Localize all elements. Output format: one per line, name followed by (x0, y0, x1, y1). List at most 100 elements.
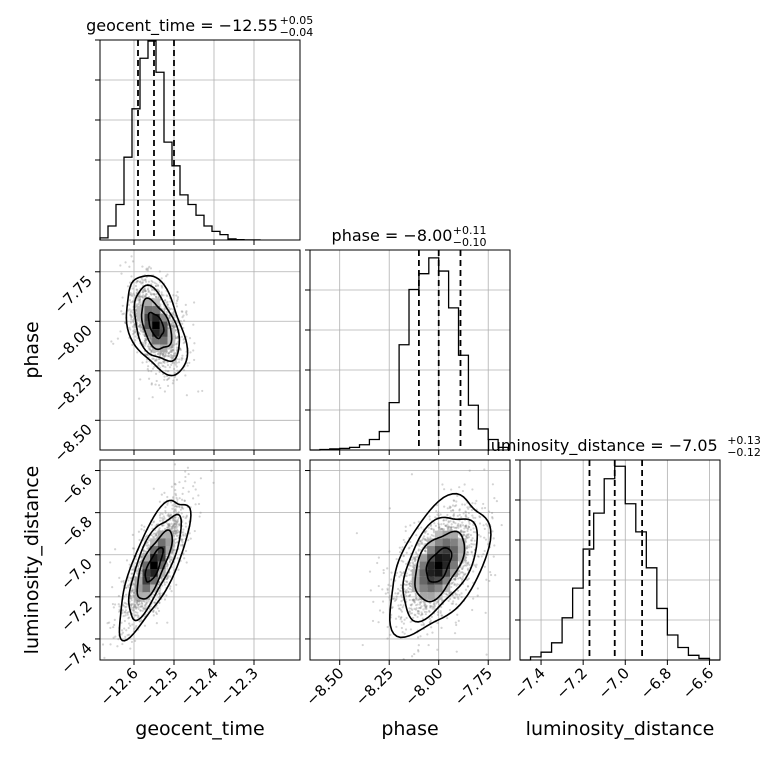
sample-point (467, 561, 470, 564)
sample-point (396, 592, 399, 595)
sample-point (159, 588, 162, 591)
sample-point (149, 348, 152, 351)
sample-point (189, 537, 192, 540)
sample-point (433, 601, 436, 605)
sample-point (416, 615, 419, 619)
x-tick-label: −12.6 (97, 664, 142, 709)
sample-point (440, 614, 443, 617)
sample-point (143, 339, 146, 343)
sample-point (177, 530, 181, 533)
sample-point (137, 567, 140, 570)
sample-point (460, 530, 464, 533)
sample-point (142, 606, 146, 609)
sample-point (139, 561, 142, 564)
sample-point (165, 555, 168, 558)
sample-point (129, 328, 132, 331)
contour-line (144, 547, 165, 583)
sample-point (489, 573, 493, 577)
sample-point (137, 562, 141, 565)
sample-point (103, 656, 106, 659)
sample-point (466, 567, 470, 570)
sample-point (163, 309, 166, 312)
sample-point (143, 600, 146, 603)
sample-point (466, 551, 470, 554)
sample-point (399, 584, 403, 587)
sample-point (450, 602, 453, 605)
sample-point (153, 281, 156, 284)
sample-point (131, 533, 134, 536)
sample-point (121, 609, 124, 612)
sample-point (184, 480, 187, 483)
x-tick-label: −7.2 (552, 664, 590, 702)
sample-point (163, 375, 166, 378)
sample-point (378, 609, 382, 612)
sample-point (147, 289, 150, 293)
sample-point (437, 522, 440, 525)
sample-point (426, 533, 430, 536)
sample-point (413, 559, 416, 563)
sample-point (377, 621, 380, 624)
histogram-bin (389, 403, 399, 450)
sample-point (183, 557, 186, 560)
sample-point (124, 611, 127, 614)
sample-point (149, 337, 153, 340)
sample-point (467, 546, 471, 549)
sample-point (461, 577, 464, 580)
sample-point (138, 620, 141, 623)
sample-point (145, 338, 148, 341)
x-tick-label: −12.3 (217, 664, 262, 709)
sample-point (412, 556, 415, 559)
sample-point (146, 353, 149, 357)
sample-point (394, 592, 397, 595)
sample-point (129, 577, 133, 580)
sample-point (131, 260, 135, 263)
histogram-title: geocent_time = −12.55 (86, 16, 278, 36)
sample-point (172, 548, 176, 551)
sample-point (415, 555, 418, 558)
sample-point (470, 542, 473, 546)
sample-point (417, 542, 420, 545)
density-cell (142, 584, 151, 593)
sample-point (446, 527, 449, 530)
sample-point (449, 590, 453, 594)
sample-point (463, 483, 466, 486)
sample-point (139, 301, 142, 304)
sample-point (146, 287, 150, 290)
sample-point (166, 565, 169, 568)
sample-point (129, 313, 132, 317)
sample-point (162, 352, 165, 355)
sample-point (444, 524, 448, 527)
sample-point (491, 530, 494, 533)
sample-point (452, 577, 456, 580)
sample-point (182, 368, 186, 372)
sample-point (471, 501, 474, 505)
sample-point (152, 487, 155, 490)
sample-point (465, 553, 468, 556)
sample-point (140, 599, 143, 602)
sample-point (436, 600, 439, 603)
sample-point (150, 338, 153, 341)
sample-point (425, 546, 428, 549)
sample-point (185, 514, 188, 517)
sample-point (429, 524, 432, 528)
sample-point (160, 294, 163, 297)
sample-point (142, 549, 145, 552)
sample-point (425, 538, 428, 542)
sample-point (136, 616, 140, 619)
contour-line (136, 529, 174, 600)
sample-point (141, 609, 144, 613)
sample-point (166, 575, 169, 578)
sample-point (386, 637, 389, 640)
sample-point (405, 572, 408, 575)
sample-point (166, 621, 169, 624)
sample-point (167, 354, 170, 358)
sample-point (134, 614, 138, 617)
sample-point (444, 524, 447, 527)
sample-point (178, 523, 181, 526)
sample-point (448, 525, 451, 528)
sample-point (181, 538, 184, 541)
sample-point (138, 325, 141, 328)
sample-point (402, 622, 406, 625)
sample-point (158, 527, 161, 530)
sample-point (456, 514, 459, 518)
